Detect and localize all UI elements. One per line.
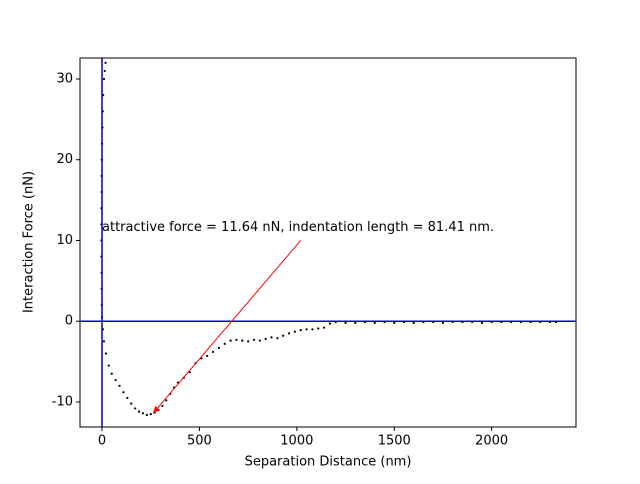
point <box>328 322 332 325</box>
point <box>110 372 113 375</box>
point <box>393 321 396 324</box>
point <box>270 336 273 339</box>
point <box>287 332 291 335</box>
point <box>441 321 445 324</box>
point <box>311 328 314 331</box>
point <box>104 352 108 355</box>
point <box>118 384 121 387</box>
point <box>102 340 106 343</box>
point <box>114 379 117 382</box>
point <box>126 396 129 400</box>
y-tick-label: 0 <box>65 314 73 329</box>
point <box>217 346 221 349</box>
point <box>102 77 106 81</box>
point <box>211 350 215 354</box>
point <box>145 413 148 416</box>
point <box>130 402 133 405</box>
x-tick-label: 1000 <box>280 434 313 449</box>
point <box>344 321 347 324</box>
point <box>161 404 164 408</box>
point <box>373 321 376 324</box>
y-axis-label: Interaction Force (nN) <box>22 171 37 313</box>
point <box>412 321 415 324</box>
point <box>165 399 168 402</box>
point <box>264 337 267 341</box>
x-tick-label: 0 <box>98 434 106 449</box>
point <box>107 364 110 367</box>
point <box>137 410 141 413</box>
point <box>323 326 326 329</box>
point <box>276 337 279 340</box>
x-tick-label: 2000 <box>475 434 508 449</box>
annotation-arrow <box>152 240 302 414</box>
point <box>293 330 296 333</box>
y-tick-label: 30 <box>56 71 73 86</box>
point <box>104 61 107 64</box>
y-tick-label: 20 <box>56 152 73 167</box>
plot-frame <box>79 57 577 428</box>
point <box>122 391 125 394</box>
arrow-head <box>153 406 160 414</box>
point <box>354 321 357 324</box>
point <box>223 342 226 345</box>
point <box>206 354 209 358</box>
annotation: attractive force = 11.64 nN, indentation… <box>102 220 494 235</box>
point <box>317 327 320 330</box>
point <box>247 340 250 343</box>
x-tick-label: 500 <box>187 434 212 449</box>
point <box>229 339 232 342</box>
point <box>305 328 308 331</box>
point <box>252 338 256 341</box>
x-tick-label: 1500 <box>378 434 411 449</box>
point <box>282 334 285 337</box>
point <box>149 412 152 416</box>
point <box>480 321 484 324</box>
point <box>235 338 238 341</box>
point <box>299 329 302 332</box>
point <box>141 412 145 415</box>
x-axis-label: Separation Distance (nm) <box>245 455 412 470</box>
y-tick-label: 10 <box>56 233 73 248</box>
y-tick-label: -10 <box>52 394 73 409</box>
point <box>134 407 137 410</box>
point <box>103 69 106 73</box>
point <box>258 339 261 342</box>
point <box>241 339 244 342</box>
